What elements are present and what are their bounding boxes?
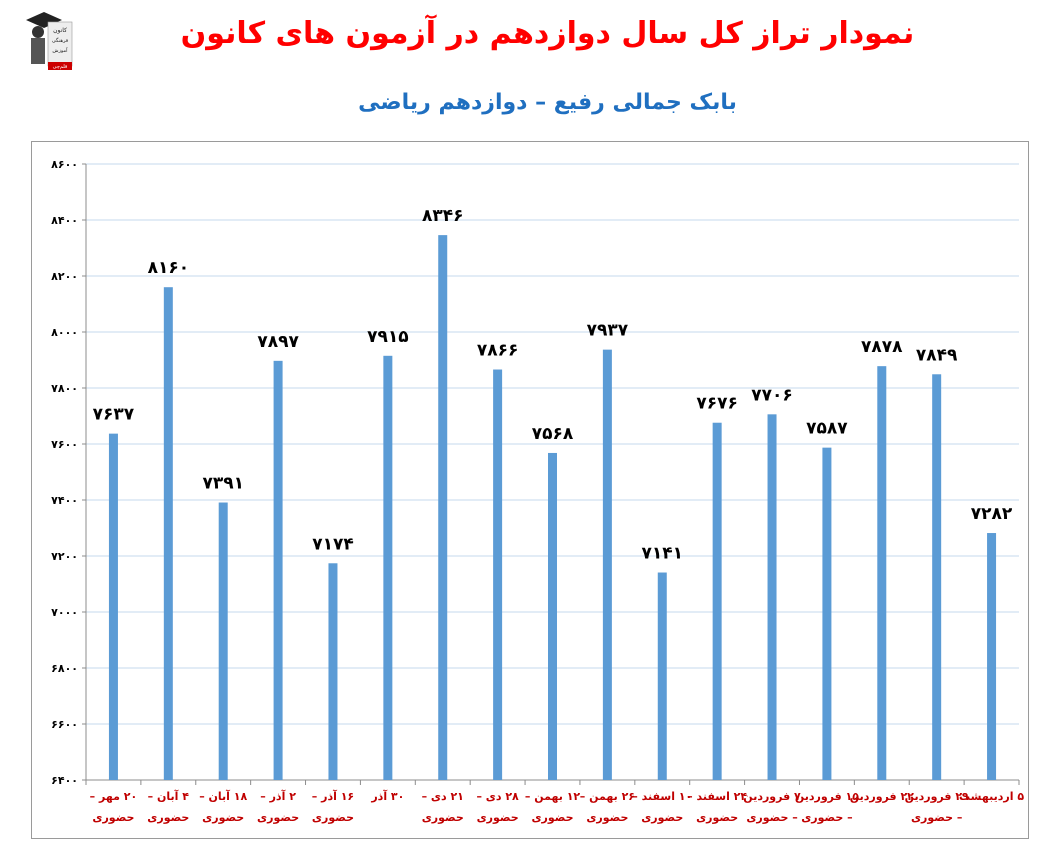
bar [328, 563, 338, 780]
logo-text-4: قلم‌چی [53, 64, 68, 70]
bar [108, 433, 118, 780]
x-tick-label: حضوری [641, 811, 683, 824]
y-tick-label: ۶۴۰۰ [51, 774, 78, 787]
data-label: ۷۹۱۵ [367, 327, 409, 347]
bar [877, 366, 887, 780]
bar [548, 452, 557, 780]
data-label: ۷۷۰۶ [751, 385, 793, 405]
data-label: ۷۱۴۱ [642, 544, 684, 564]
y-tick-label: ۶۸۰۰ [51, 662, 78, 675]
bar [657, 572, 667, 780]
data-label: ۷۹۳۷ [587, 321, 629, 341]
bar [218, 502, 228, 780]
x-tick-label: حضوری [147, 811, 189, 824]
x-tick-label: ۱۵ فروردین [795, 790, 859, 803]
x-tick-label: حضوری [422, 811, 464, 824]
data-label: ۷۲۸۲ [971, 504, 1013, 524]
data-label: ۷۶۷۶ [696, 394, 738, 414]
x-tick-label: – حضوری [911, 811, 962, 824]
x-tick-label: ۳۰ آذر [370, 789, 404, 803]
x-tick-label: ۷ فروردین [743, 790, 801, 803]
data-label: ۷۳۹۱ [202, 474, 244, 494]
data-label: ۷۸۴۹ [916, 345, 958, 365]
bar [602, 349, 612, 780]
data-label: ۷۱۷۴ [312, 534, 354, 554]
logo-text-3: آموزش [52, 47, 68, 54]
chart-subtitle: بابک جمالی رفیع – دوازدهم ریاضی [358, 90, 737, 115]
x-tick-label: حضوری [312, 811, 354, 824]
y-tick-label: ۸۶۰۰ [51, 158, 78, 171]
x-tick-label: ۲۶ بهمن – [580, 790, 635, 803]
data-label: ۷۸۹۷ [257, 332, 299, 352]
x-tick-label: ۱۸ آبان – [199, 789, 247, 803]
data-label: ۸۳۴۶ [422, 206, 464, 226]
bar [987, 533, 997, 780]
y-tick-label: ۶۶۰۰ [51, 718, 78, 731]
x-tick-label: حضوری [202, 811, 244, 824]
x-tick-label: حضوری [257, 811, 299, 824]
y-tick-label: ۸۴۰۰ [51, 214, 78, 227]
bar [822, 447, 832, 780]
x-tick-label: ۵ اردیبهشت [959, 790, 1024, 803]
bar [383, 355, 393, 780]
bar [438, 235, 448, 780]
logo-text-1: کانون [53, 27, 67, 34]
data-label: ۷۸۷۸ [861, 337, 903, 357]
chart-area [31, 141, 1029, 839]
bar [493, 369, 503, 780]
logo: کانون فرهنگی آموزش قلم‌چی [22, 10, 76, 74]
y-tick-label: ۷۴۰۰ [51, 494, 78, 507]
logo-graphic: کانون فرهنگی آموزش قلم‌چی [26, 12, 73, 70]
x-tick-label: – حضوری [801, 811, 852, 824]
data-label: ۸۱۶۰ [148, 258, 190, 278]
bar [932, 374, 942, 780]
x-tick-label: ۲۲ فروردین [850, 790, 914, 803]
data-label: ۷۵۶۸ [532, 424, 574, 444]
y-tick-label: ۷۶۰۰ [51, 438, 78, 451]
x-tick-label: حضوری [92, 811, 134, 824]
data-label: ۷۸۶۶ [477, 341, 519, 361]
x-tick-label: ۲۹ فروردین [905, 790, 969, 803]
y-tick-label: ۷۰۰۰ [51, 606, 78, 619]
chart-title: نمودار تراز کل سال دوازدهم در آزمون های … [180, 16, 915, 51]
x-tick-label: ۱۲ بهمن – [525, 790, 581, 803]
y-tick-label: ۸۰۰۰ [51, 326, 78, 339]
bar [712, 422, 722, 780]
x-tick-label: – حضوری [746, 811, 797, 824]
x-tick-label: حضوری [531, 811, 573, 824]
data-label: ۷۵۸۷ [806, 419, 848, 439]
y-tick-label: ۷۲۰۰ [51, 550, 78, 563]
data-label: ۷۶۳۷ [93, 405, 135, 425]
x-tick-label: ۴ آبان – [148, 789, 190, 803]
x-tick-label: ۲۱ دی – [422, 790, 464, 803]
bar [163, 287, 173, 780]
logo-text-2: فرهنگی [52, 37, 69, 44]
x-tick-label: ۱۰ اسفند – [632, 790, 692, 803]
x-tick-label: حضوری [586, 811, 628, 824]
x-tick-label: ۱۶ آذر – [312, 789, 354, 803]
y-tick-label: ۷۸۰۰ [51, 382, 78, 395]
x-tick-label: ۲ آذر – [260, 789, 296, 803]
x-tick-label: ۲۴ اسفند – [687, 790, 747, 803]
x-tick-label: حضوری [477, 811, 519, 824]
x-tick-label: حضوری [696, 811, 738, 824]
y-tick-label: ۸۲۰۰ [51, 270, 78, 283]
bar [767, 414, 777, 780]
x-tick-label: ۲۸ دی – [476, 790, 519, 803]
bar [273, 360, 283, 780]
x-tick-label: ۲۰ مهر – [90, 790, 138, 803]
